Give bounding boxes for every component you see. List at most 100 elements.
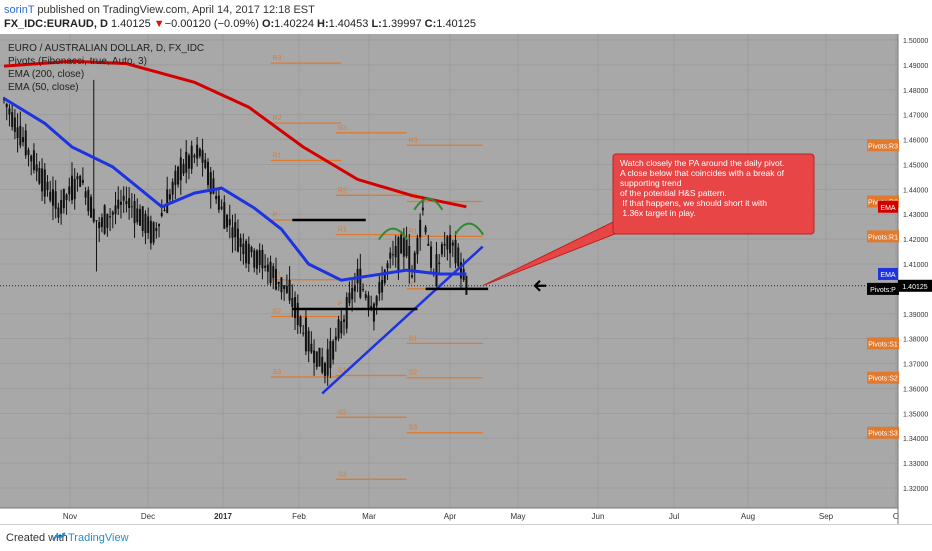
pivot-level-label: R3	[338, 125, 347, 132]
candle-body	[182, 163, 185, 174]
open-value: 1.40224	[274, 18, 314, 30]
callout-text-line: Watch closely the PA around the daily pi…	[620, 158, 784, 168]
candle-body	[38, 168, 41, 184]
candle-body	[125, 201, 128, 205]
last-price-tag-label: 1.40125	[902, 284, 927, 291]
x-tick-label: Nov	[63, 512, 77, 521]
ohlc-line: FX_IDC:EURAUD, D 1.40125 ▼−0.00120 (−0.0…	[4, 18, 476, 30]
pivot-tag-bg	[867, 282, 899, 295]
candle-body	[242, 243, 245, 255]
candle-body	[179, 157, 182, 181]
candle-body	[155, 228, 158, 232]
candle-body	[438, 262, 441, 265]
candle-body	[419, 219, 422, 238]
pivot-tag-bg	[867, 371, 899, 384]
candle-body	[136, 208, 139, 223]
candle-body	[149, 220, 152, 244]
hs-arc	[378, 227, 408, 241]
ema200-line	[3, 59, 467, 209]
author-link[interactable]: sorinT	[4, 4, 35, 16]
candle-body	[285, 285, 288, 293]
candle-body	[424, 226, 427, 233]
callout-text-line: supporting trend	[620, 178, 682, 188]
candle-body	[92, 208, 95, 222]
pivot-level-label: S2	[409, 370, 418, 377]
y-tick-label: 1.43000	[903, 212, 928, 219]
candle-body	[291, 297, 294, 307]
y-tick-label: 1.38000	[903, 337, 928, 344]
low-value: 1.39997	[381, 18, 422, 30]
price-chart[interactable]: R3R2R1PS1S2S3R3R2R1PS1S2S3R3R2R1PS1S2S3 …	[0, 34, 932, 524]
ema-tag-bg	[878, 267, 898, 280]
candle-body	[11, 112, 14, 127]
candle-body	[343, 319, 345, 322]
candle-body	[391, 254, 394, 256]
callout-box	[612, 153, 815, 235]
price-change: −0.00120 (−0.09%)	[164, 18, 259, 30]
y-tick-label: 1.32000	[903, 486, 928, 493]
candle-body	[65, 194, 68, 201]
pivot-level-label: P	[273, 212, 278, 219]
pivot-level-label: R3	[273, 55, 282, 62]
symbol-label: FX_IDC:EURAUD, D	[4, 18, 108, 30]
pivot-level-label: R2	[273, 115, 282, 122]
annotation-callout[interactable]: Watch closely the PA around the daily pi…	[482, 153, 815, 287]
chart-area[interactable]: R3R2R1PS1S2S3R3R2R1PS1S2S3R3R2R1PS1S2S3 …	[0, 34, 932, 524]
candle-body	[465, 275, 468, 295]
candle-body	[451, 242, 454, 246]
y-tick-label: 1.36000	[903, 386, 928, 393]
legend-ema50[interactable]: EMA (50, close)	[8, 82, 79, 93]
candle-body	[62, 188, 65, 209]
candle-body	[326, 349, 329, 376]
y-tick-label: 1.49000	[903, 63, 928, 70]
pivot-level-label: R1	[273, 152, 282, 159]
pivot-level-label: R2	[338, 187, 347, 194]
x-tick-label: Apr	[444, 512, 457, 521]
legend-pivots[interactable]: Pivots (Fibonacci, true, Auto, 3)	[8, 56, 147, 67]
legend: EURO / AUSTRALIAN DOLLAR, D, FX_IDC Pivo…	[8, 43, 204, 93]
candle-body	[345, 297, 348, 329]
candle-body	[8, 108, 11, 115]
ema50-line	[3, 97, 467, 282]
close-label: C:	[424, 18, 437, 30]
open-label: O:	[261, 18, 275, 30]
candle-body	[187, 155, 190, 169]
candle-body	[147, 216, 150, 233]
last-price: 1.40125	[110, 18, 151, 30]
close-value: 1.40125	[436, 18, 477, 30]
candle-body	[353, 284, 356, 292]
grid	[0, 34, 898, 508]
callout-text-line: of the potential H&S pattern.	[620, 188, 727, 198]
candle-body	[109, 216, 112, 218]
pivot-tag-bg	[867, 426, 899, 439]
candle-body	[49, 191, 52, 201]
candle-body	[226, 215, 229, 228]
pivot-level-label: S3	[338, 471, 347, 478]
candle-body	[446, 236, 449, 250]
candle-body	[106, 213, 109, 228]
candle-body	[264, 265, 267, 268]
candle-body	[334, 336, 337, 341]
tradingview-logo-icon[interactable]	[52, 531, 66, 543]
y-tick-label: 1.39000	[903, 312, 928, 319]
y-tick-label: 1.34000	[903, 436, 928, 443]
candle-body	[130, 206, 133, 208]
candle-body	[400, 234, 403, 254]
candle-body	[280, 277, 283, 293]
legend-ema200[interactable]: EMA (200, close)	[8, 69, 84, 80]
candle-body	[24, 130, 27, 156]
left-arrow-icon	[533, 280, 546, 292]
y-tick-label: 1.45000	[903, 162, 928, 169]
candle-body	[383, 269, 386, 284]
candle-body	[141, 206, 144, 231]
candle-body	[332, 341, 335, 360]
tradingview-brand[interactable]: TradingView	[68, 532, 129, 544]
candle-body	[250, 247, 253, 253]
candle-body	[266, 264, 269, 272]
candle-body	[386, 263, 389, 269]
candle-body	[459, 262, 462, 279]
pivot-level-label: R1	[409, 228, 418, 235]
candle-body	[139, 209, 141, 226]
candle-body	[152, 222, 155, 243]
candle-body	[215, 196, 218, 200]
